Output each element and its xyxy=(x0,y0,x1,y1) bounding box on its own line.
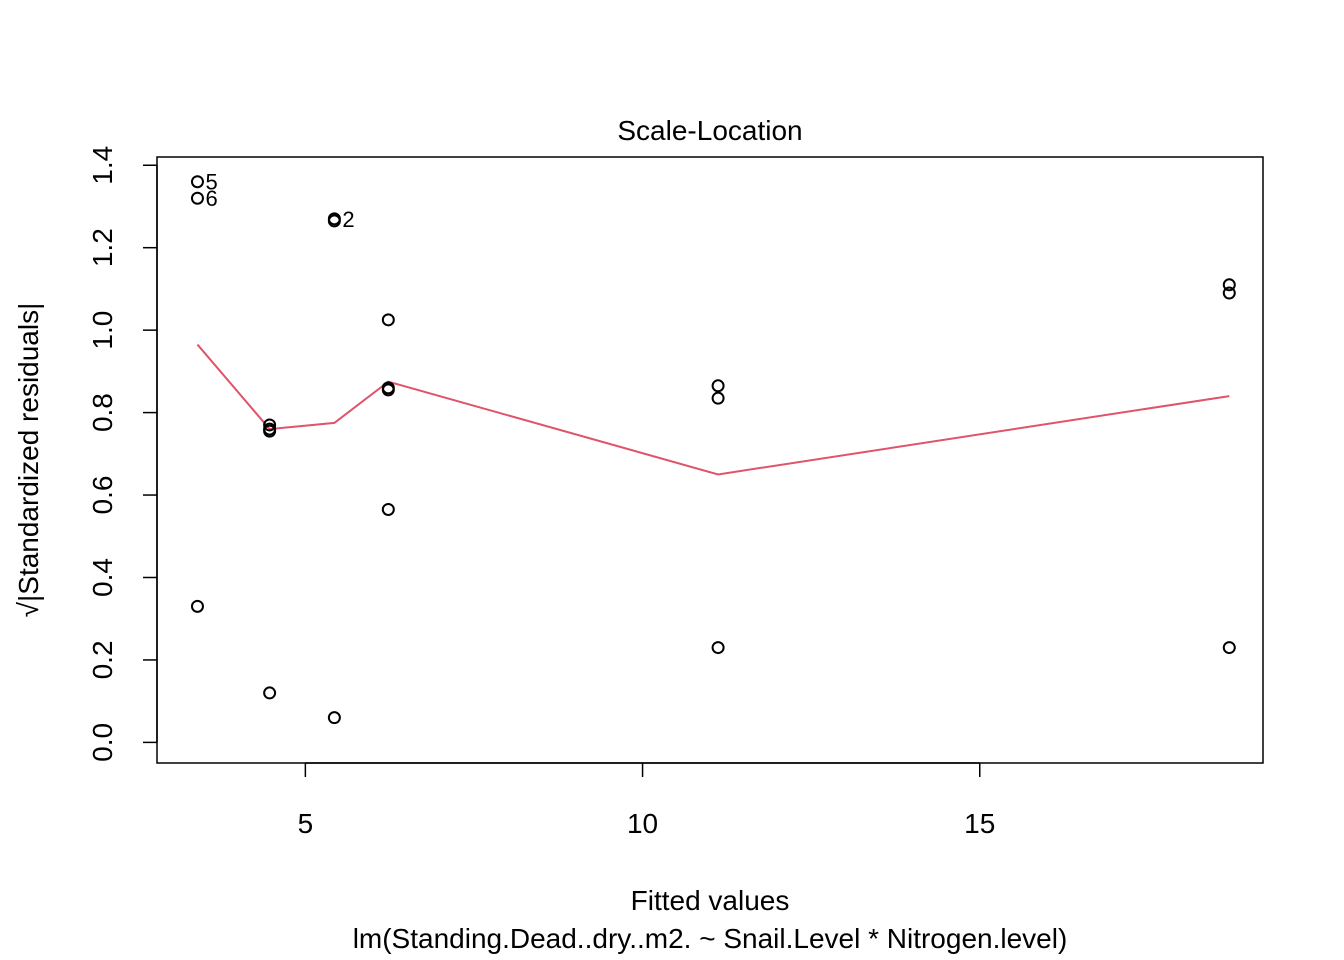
data-point xyxy=(711,379,725,393)
x-axis: 5 10 15 xyxy=(298,762,995,839)
data-point xyxy=(1222,286,1236,300)
x-tick-label: 5 xyxy=(298,808,314,839)
data-point xyxy=(263,424,277,438)
y-tick-label: 1.4 xyxy=(87,146,118,185)
point-label: 2 xyxy=(342,207,354,232)
x-tick-label: 10 xyxy=(627,808,658,839)
y-axis-label: √|Standardized residuals| xyxy=(13,303,44,618)
plot-frame xyxy=(156,156,1264,764)
data-point xyxy=(1222,641,1236,655)
x-axis-label: Fitted values xyxy=(631,885,790,916)
smoother-line xyxy=(196,343,1230,476)
y-tick-label: 0.0 xyxy=(87,723,118,762)
data-point xyxy=(1222,278,1236,292)
data-point xyxy=(190,191,204,205)
data-point xyxy=(263,418,277,432)
point-label: 6 xyxy=(205,186,217,211)
y-tick-label: 1.0 xyxy=(87,311,118,350)
chart-subtitle: lm(Standing.Dead..dry..m2. ~ Snail.Level… xyxy=(353,923,1068,954)
y-tick-label: 0.8 xyxy=(87,393,118,432)
y-tick-label: 0.2 xyxy=(87,640,118,679)
data-point xyxy=(327,711,341,725)
data-point xyxy=(327,214,341,228)
data-point xyxy=(381,383,395,397)
y-tick-label: 1.2 xyxy=(87,228,118,267)
chart-title: Scale-Location xyxy=(617,115,802,146)
smoother-layer xyxy=(196,343,1230,476)
y-axis: 0.0 0.2 0.4 0.6 0.8 1.0 1.2 1.4 xyxy=(87,146,158,762)
x-tick-label: 15 xyxy=(964,808,995,839)
point-label: 5 xyxy=(205,170,217,195)
data-point xyxy=(711,641,725,655)
data-point xyxy=(190,175,204,189)
y-tick-label: 0.6 xyxy=(87,476,118,515)
data-point xyxy=(381,502,395,516)
data-point xyxy=(711,391,725,405)
points-layer: 56 2 xyxy=(190,170,1236,725)
data-point xyxy=(381,313,395,327)
y-tick-label: 0.4 xyxy=(87,558,118,597)
data-point xyxy=(263,686,277,700)
data-point xyxy=(190,599,204,613)
